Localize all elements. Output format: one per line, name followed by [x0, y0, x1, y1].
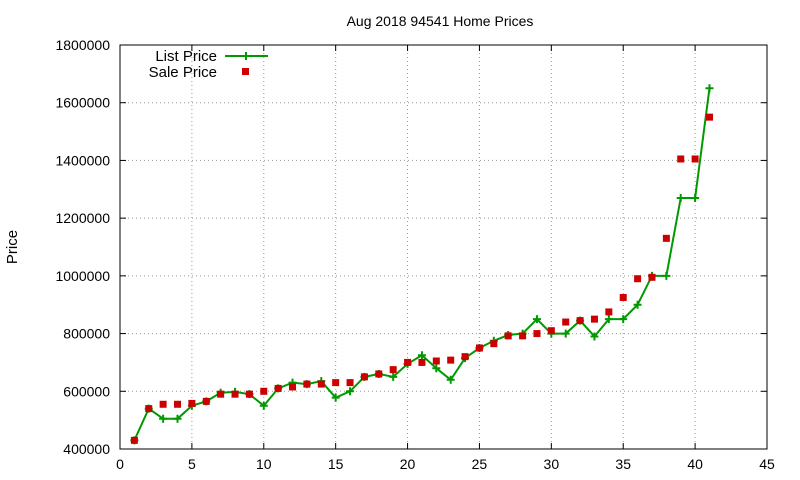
sale-price-point [705, 113, 713, 121]
sale-price-point [260, 387, 268, 395]
y-tick-label: 800000 [63, 326, 110, 342]
sale-price-point [245, 390, 253, 398]
chart-title: Aug 2018 94541 Home Prices [347, 13, 534, 29]
sale-price-point [562, 318, 570, 326]
x-tick-label: 30 [544, 456, 560, 472]
list-price-point [417, 351, 426, 360]
sale-price-point [691, 155, 699, 163]
gridlines [120, 45, 767, 449]
list-price-point [561, 329, 570, 338]
sale-price-point [375, 370, 383, 378]
sale-price-point [360, 373, 368, 381]
sale-price-point [274, 384, 282, 392]
sale-price-point [590, 315, 598, 323]
x-tick-label: 0 [116, 456, 124, 472]
x-tick-label: 25 [472, 456, 488, 472]
sale-price-point [662, 234, 670, 242]
list-price-point [331, 393, 340, 402]
list-price-point [590, 332, 599, 341]
legend-label-sale-price: Sale Price [149, 64, 217, 81]
x-tick-label: 45 [759, 456, 775, 472]
sale-price-point [432, 357, 440, 365]
list-price-point [633, 300, 642, 309]
sale-price-point [217, 390, 225, 398]
list-price-point [432, 364, 441, 373]
sale-price-point [634, 275, 642, 283]
list-price-point [619, 315, 628, 324]
x-tick-label: 35 [615, 456, 631, 472]
sale-price-point [619, 294, 627, 301]
sale-price-point [202, 397, 210, 405]
sale-price-point [145, 405, 153, 413]
y-tick-label: 1000000 [55, 268, 110, 284]
sale-price-point [346, 379, 354, 387]
sale-price-point [648, 273, 656, 281]
legend-swatch-sale-price [242, 68, 249, 75]
sale-price-point [533, 330, 541, 338]
list-price-point [346, 387, 355, 396]
sale-price-point [404, 358, 412, 366]
list-price-point [662, 271, 671, 280]
legend: List Price Sale Price [149, 48, 268, 81]
x-tick-label: 40 [687, 456, 703, 472]
x-tick-label: 15 [328, 456, 344, 472]
sale-price-point [504, 332, 512, 340]
list-price-point [173, 414, 182, 423]
sale-price-point [289, 383, 297, 391]
sale-price-point [317, 380, 325, 388]
list-price-point [705, 84, 714, 93]
list-price-point [159, 414, 168, 423]
list-price-point [604, 315, 613, 324]
x-axis: 0 5 10 15 20 25 30 35 40 45 [116, 45, 775, 472]
sale-price-point [130, 436, 138, 444]
sale-price-point [188, 399, 196, 407]
list-price-point [532, 315, 541, 324]
list-price-point [676, 193, 685, 202]
y-tick-label: 1800000 [55, 37, 110, 53]
sale-price-point [174, 400, 182, 408]
y-axis: 400000 600000 800000 1000000 1200000 1400000 1… [55, 37, 767, 457]
sale-price-point [605, 308, 613, 316]
y-tick-label: 600000 [63, 383, 110, 399]
x-tick-label: 10 [256, 456, 272, 472]
sale-price-point [418, 358, 426, 366]
x-tick-label: 20 [400, 456, 416, 472]
sale-price-point [576, 317, 584, 325]
sale-price-point [332, 379, 340, 387]
y-tick-label: 1600000 [55, 95, 110, 111]
y-axis-label: Price [4, 230, 21, 264]
y-tick-label: 1400000 [55, 152, 110, 168]
sale-price-point [231, 390, 239, 398]
legend-plus-marker [242, 52, 250, 60]
sale-price-point [303, 380, 311, 388]
sale-price-point [159, 400, 167, 408]
plot-border [119, 44, 768, 450]
y-tick-label: 400000 [63, 441, 110, 457]
sale-price-point [475, 344, 483, 352]
sale-price-point [447, 356, 455, 364]
y-tick-label: 1200000 [55, 210, 110, 226]
sale-price-point [461, 353, 469, 361]
sale-price-point [519, 332, 527, 340]
list-price-point [389, 372, 398, 381]
x-tick-label: 5 [188, 456, 196, 472]
sale-price-point [547, 327, 555, 335]
sale-price-point [490, 340, 498, 348]
list-price-point [691, 193, 700, 202]
sale-price-point [389, 366, 397, 374]
legend-label-list-price: List Price [155, 48, 217, 65]
list-price-point [259, 401, 268, 410]
sale-price-point [677, 155, 685, 163]
list-price-point [446, 375, 455, 384]
series-layer [130, 84, 714, 445]
